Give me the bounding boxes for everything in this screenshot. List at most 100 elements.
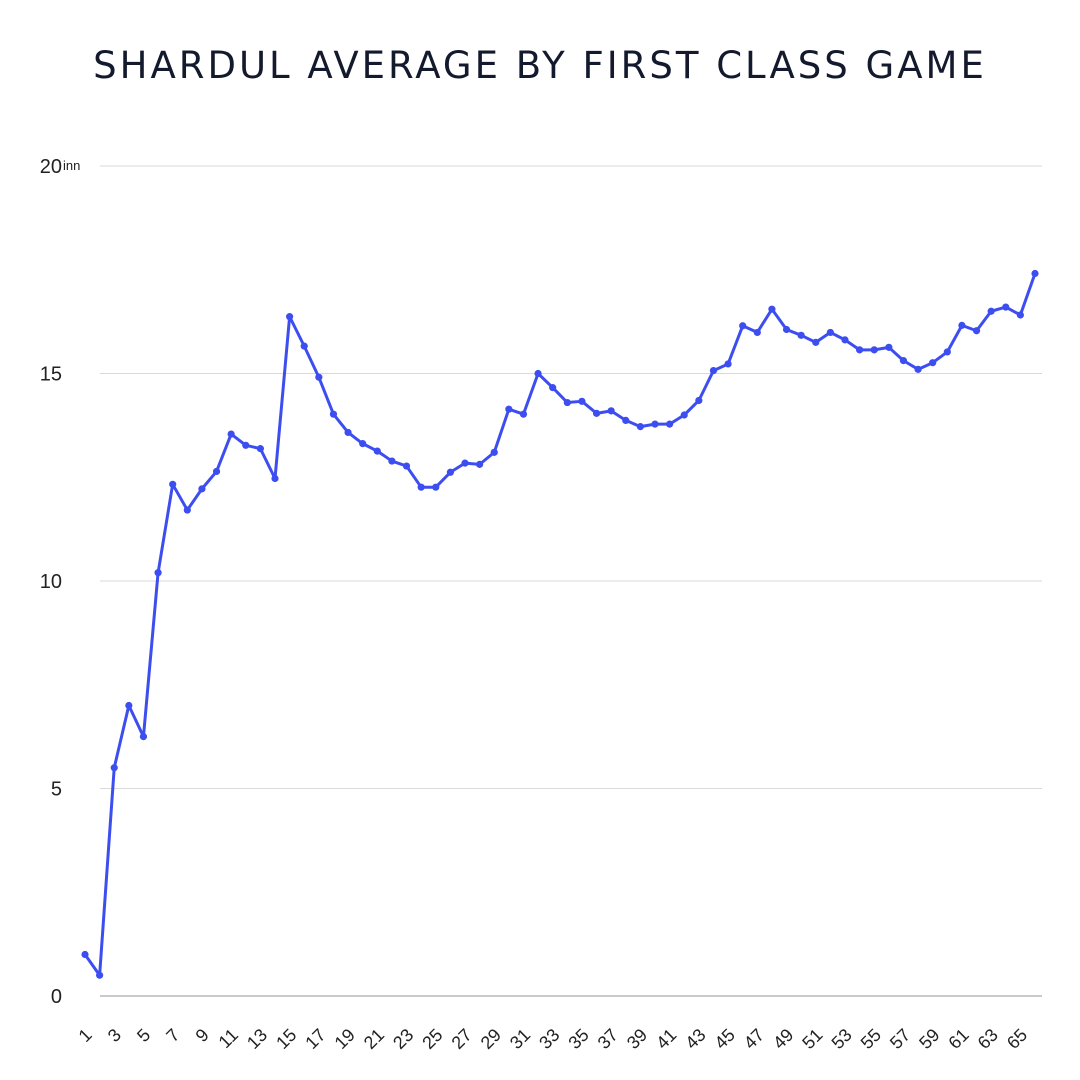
data-point — [96, 971, 104, 979]
data-point — [1031, 269, 1039, 278]
x-tick-label: 9 — [192, 1025, 213, 1046]
x-tick-label: 59 — [915, 1025, 943, 1053]
data-point — [446, 468, 454, 476]
data-point — [768, 305, 776, 313]
x-tick-label: 63 — [974, 1025, 1002, 1053]
x-tick-label: 27 — [448, 1025, 476, 1053]
data-point — [505, 405, 513, 413]
data-point — [563, 398, 571, 407]
x-tick-label: 57 — [886, 1025, 914, 1053]
y-unit-label: inn — [63, 158, 80, 173]
data-point — [417, 483, 425, 491]
data-point — [709, 366, 718, 375]
data-point — [782, 325, 791, 334]
x-tick-label: 61 — [944, 1025, 972, 1053]
x-tick-label: 33 — [535, 1025, 563, 1053]
data-point — [110, 764, 118, 772]
data-point — [958, 321, 966, 329]
y-tick-label: 5 — [51, 779, 62, 801]
x-tick-label: 23 — [389, 1025, 417, 1053]
data-point — [856, 346, 864, 354]
x-tick-label: 3 — [104, 1025, 125, 1046]
data-point — [461, 459, 469, 467]
data-point — [592, 409, 601, 417]
data-point — [169, 480, 177, 488]
x-tick-label: 55 — [857, 1025, 885, 1053]
data-point — [81, 950, 89, 959]
x-tick-label: 15 — [272, 1025, 300, 1053]
gridlines — [100, 165, 1042, 997]
y-tick-label: 10 — [40, 571, 62, 593]
data-point — [870, 346, 878, 354]
x-tick-label: 11 — [215, 1025, 242, 1052]
x-tick-label: 35 — [564, 1025, 592, 1053]
x-tick-label: 31 — [506, 1025, 534, 1053]
y-axis-ticks: 0 5 10 15 20 inn — [40, 156, 81, 1008]
x-tick-label: 65 — [1003, 1025, 1031, 1053]
x-tick-label: 47 — [740, 1025, 768, 1053]
data-point — [914, 365, 922, 373]
data-point — [344, 428, 352, 437]
x-tick-label: 45 — [711, 1025, 739, 1053]
data-point — [388, 457, 396, 465]
data-point — [519, 410, 528, 418]
data-point — [622, 416, 630, 424]
y-tick-label: 20 — [40, 156, 62, 178]
data-point — [286, 313, 294, 321]
data-point — [271, 474, 279, 483]
data-point — [724, 360, 732, 368]
x-tick-label: 17 — [301, 1025, 329, 1053]
data-point — [432, 483, 440, 491]
data-point — [666, 420, 674, 428]
data-point — [256, 445, 264, 453]
x-tick-label: 29 — [477, 1025, 505, 1053]
data-point — [300, 342, 308, 350]
x-tick-label: 13 — [243, 1025, 271, 1053]
x-tick-label: 5 — [133, 1025, 154, 1046]
data-point — [578, 397, 586, 405]
x-tick-label: 37 — [594, 1025, 622, 1053]
x-tick-label: 51 — [798, 1025, 826, 1053]
data-point — [154, 569, 162, 577]
x-tick-label: 53 — [828, 1025, 856, 1053]
x-tick-label: 49 — [769, 1025, 797, 1053]
data-point — [841, 336, 849, 344]
data-point — [373, 447, 381, 455]
data-point — [359, 440, 367, 448]
data-point — [636, 423, 644, 431]
chart-title: SHARDUL AVERAGE BY FIRST CLASS GAME — [93, 44, 987, 87]
x-axis-ticks: 1 3 5 7 9 11 13 15 17 19 21 23 25 27 29 31 33 35 37 39 41 43 4… — [75, 1025, 1032, 1053]
series-line — [83, 271, 1037, 977]
y-tick-label: 15 — [40, 364, 62, 386]
data-point — [695, 396, 703, 405]
y-tick-label: 0 — [51, 986, 62, 1008]
x-tick-label: 1 — [75, 1025, 96, 1046]
data-point — [534, 369, 542, 378]
data-point — [680, 411, 688, 419]
data-point — [315, 373, 323, 381]
x-tick-label: 43 — [681, 1025, 709, 1053]
data-point — [198, 485, 206, 493]
data-point — [797, 331, 805, 339]
data-point — [987, 307, 995, 315]
data-point — [929, 359, 937, 367]
data-point — [1016, 311, 1024, 319]
x-tick-label: 39 — [623, 1025, 651, 1053]
data-point — [549, 384, 557, 392]
data-point — [242, 441, 250, 449]
data-point — [812, 338, 820, 346]
data-point — [1002, 303, 1010, 311]
data-point — [885, 343, 893, 351]
data-point — [490, 448, 498, 456]
data-point — [125, 701, 133, 710]
series-average — [81, 269, 1039, 979]
data-point — [753, 328, 761, 337]
data-point — [943, 348, 951, 356]
data-point — [972, 327, 981, 335]
x-tick-label: 21 — [360, 1025, 388, 1053]
data-point — [139, 733, 148, 741]
data-point — [476, 460, 484, 468]
data-point — [826, 328, 834, 337]
data-point — [651, 420, 659, 428]
